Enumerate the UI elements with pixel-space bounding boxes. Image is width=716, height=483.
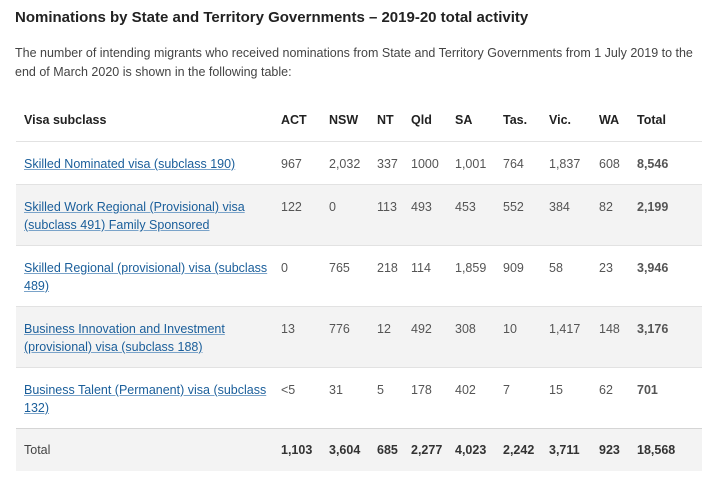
visa-subclass-cell: Skilled Work Regional (Provisional) visa… xyxy=(16,184,281,246)
value-act: 0 xyxy=(281,245,329,307)
total-tas: 2,242 xyxy=(503,428,549,471)
visa-subclass-cell: Business Innovation and Investment (prov… xyxy=(16,306,281,368)
header-tas: Tas. xyxy=(503,113,528,127)
visa-link-190[interactable]: Skilled Nominated visa (subclass 190) xyxy=(24,157,236,171)
value-wa: 82 xyxy=(599,184,637,246)
value-act: 13 xyxy=(281,306,329,368)
value-nsw: 776 xyxy=(329,306,377,368)
total-vic: 3,711 xyxy=(549,428,599,471)
total-row: Total 1,103 3,604 685 2,277 4,023 2,242 … xyxy=(16,428,702,471)
value-vic: 58 xyxy=(549,245,599,307)
value-nt: 12 xyxy=(377,306,411,368)
value-vic: 384 xyxy=(549,184,599,246)
value-qld: 493 xyxy=(411,184,455,246)
value-total: 8,546 xyxy=(637,141,702,185)
value-nt: 337 xyxy=(377,141,411,185)
intro-paragraph: The number of intending migrants who rec… xyxy=(15,46,693,79)
nominations-table: Visa subclass ACT NSW NT Qld SA Tas. Vic… xyxy=(16,99,702,471)
value-act: 122 xyxy=(281,184,329,246)
value-sa: 308 xyxy=(455,306,503,368)
value-tas: 764 xyxy=(503,141,549,185)
header-vic: Vic. xyxy=(549,113,572,127)
total-act: 1,103 xyxy=(281,428,329,471)
value-tas: 7 xyxy=(503,367,549,429)
value-act: <5 xyxy=(281,367,329,429)
value-nt: 113 xyxy=(377,184,411,246)
visa-subclass-cell: Skilled Regional (provisional) visa (sub… xyxy=(16,245,281,307)
page-title: Nominations by State and Territory Gover… xyxy=(15,9,529,26)
header-total: Total xyxy=(637,113,666,127)
header-qld: Qld xyxy=(411,113,432,127)
total-wa: 923 xyxy=(599,428,637,471)
value-nt: 5 xyxy=(377,367,411,429)
value-vic: 1,417 xyxy=(549,306,599,368)
value-wa: 148 xyxy=(599,306,637,368)
header-nsw: NSW xyxy=(329,113,359,127)
value-tas: 552 xyxy=(503,184,549,246)
visa-link-132[interactable]: Business Talent (Permanent) visa (subcla… xyxy=(24,383,267,415)
value-wa: 23 xyxy=(599,245,637,307)
value-tas: 10 xyxy=(503,306,549,368)
value-total: 701 xyxy=(637,367,702,429)
table-row: Skilled Work Regional (Provisional) visa… xyxy=(16,184,702,246)
table-row: Skilled Regional (provisional) visa (sub… xyxy=(16,245,702,307)
table-row: Business Talent (Permanent) visa (subcla… xyxy=(16,367,702,429)
value-nsw: 31 xyxy=(329,367,377,429)
value-total: 3,176 xyxy=(637,306,702,368)
table-header: Visa subclass ACT NSW NT Qld SA Tas. Vic… xyxy=(16,99,702,142)
value-vic: 15 xyxy=(549,367,599,429)
value-wa: 608 xyxy=(599,141,637,185)
total-total: 18,568 xyxy=(637,428,702,471)
value-sa: 1,001 xyxy=(455,141,503,185)
visa-link-188[interactable]: Business Innovation and Investment (prov… xyxy=(24,322,225,354)
total-qld: 2,277 xyxy=(411,428,455,471)
value-nsw: 2,032 xyxy=(329,141,377,185)
value-tas: 909 xyxy=(503,245,549,307)
visa-link-489[interactable]: Skilled Regional (provisional) visa (sub… xyxy=(24,261,268,293)
table-row: Skilled Nominated visa (subclass 190) 96… xyxy=(16,141,702,185)
visa-subclass-cell: Skilled Nominated visa (subclass 190) xyxy=(16,141,281,185)
value-nt: 218 xyxy=(377,245,411,307)
visa-link-491[interactable]: Skilled Work Regional (Provisional) visa… xyxy=(24,200,245,232)
total-sa: 4,023 xyxy=(455,428,503,471)
value-nsw: 765 xyxy=(329,245,377,307)
header-row: Visa subclass ACT NSW NT Qld SA Tas. Vic… xyxy=(16,99,702,142)
header-sa: SA xyxy=(455,113,473,127)
header-visa-subclass: Visa subclass xyxy=(24,113,107,127)
header-nt: NT xyxy=(377,113,394,127)
value-total: 3,946 xyxy=(637,245,702,307)
total-nt: 685 xyxy=(377,428,411,471)
value-qld: 1000 xyxy=(411,141,455,185)
total-nsw: 3,604 xyxy=(329,428,377,471)
value-wa: 62 xyxy=(599,367,637,429)
header-act: ACT xyxy=(281,113,307,127)
visa-subclass-cell: Business Talent (Permanent) visa (subcla… xyxy=(16,367,281,429)
value-sa: 453 xyxy=(455,184,503,246)
total-label: Total xyxy=(16,428,281,471)
header-wa: WA xyxy=(599,113,620,127)
value-vic: 1,837 xyxy=(549,141,599,185)
value-qld: 114 xyxy=(411,245,455,307)
value-sa: 402 xyxy=(455,367,503,429)
value-qld: 178 xyxy=(411,367,455,429)
table-row: Business Innovation and Investment (prov… xyxy=(16,306,702,368)
value-total: 2,199 xyxy=(637,184,702,246)
value-act: 967 xyxy=(281,141,329,185)
value-nsw: 0 xyxy=(329,184,377,246)
value-sa: 1,859 xyxy=(455,245,503,307)
value-qld: 492 xyxy=(411,306,455,368)
